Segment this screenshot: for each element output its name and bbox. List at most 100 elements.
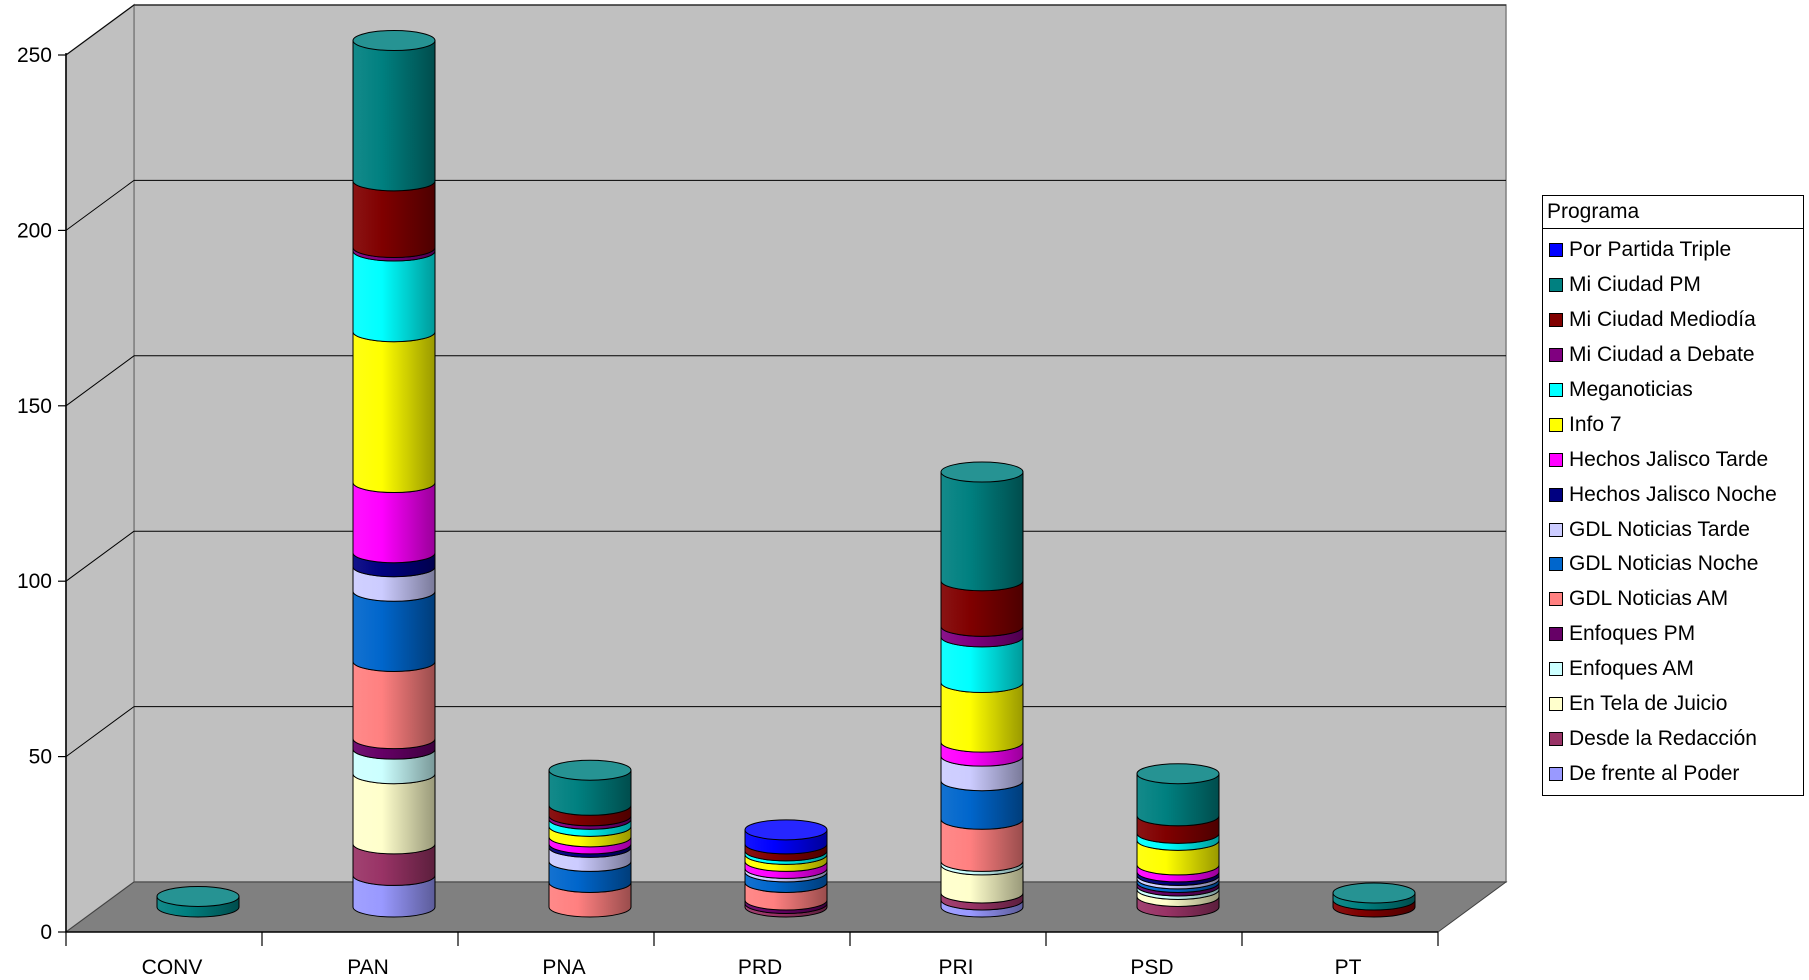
legend-label: Hechos Jalisco Tarde [1569, 447, 1769, 471]
bar-top-cap [156, 885, 240, 907]
legend-item: Mi Ciudad PM [1543, 268, 1803, 303]
bar-segment [352, 843, 436, 886]
legend-swatch [1549, 487, 1563, 502]
bar-segment [548, 769, 632, 816]
y-tick-label: 50 [29, 746, 52, 769]
legend-swatch [1549, 452, 1563, 467]
chart: 0 50 100 150 200 250 CONV PAN PNA PRD PRI PSD PT [17, 3, 1508, 979]
gridline-side [65, 4, 135, 56]
legend-list: Por Partida Triple Mi Ciudad PM Mi Ciudad … [1543, 229, 1803, 795]
legend-label: GDL Noticias Tarde [1569, 517, 1750, 541]
legend-item: Enfoques AM [1543, 652, 1803, 687]
legend-label: Mi Ciudad PM [1569, 273, 1701, 297]
legend-label: Enfoques AM [1569, 657, 1694, 681]
bar-segment [940, 471, 1024, 592]
legend-swatch [1549, 766, 1563, 781]
legend-item: GDL Noticias AM [1543, 582, 1803, 617]
legend-label: GDL Noticias AM [1569, 587, 1729, 611]
legend-swatch [1549, 278, 1563, 293]
bar-stack-pan [352, 30, 436, 918]
bar-stack-pna [548, 759, 632, 918]
x-tick-label: PNA [542, 956, 585, 979]
x-tick-label: CONV [142, 956, 203, 979]
x-tick-label: PAN [347, 956, 389, 979]
legend-item: Info 7 [1543, 407, 1803, 442]
legend-label: Enfoques PM [1569, 622, 1696, 646]
legend-item: GDL Noticias Tarde [1543, 512, 1803, 547]
x-tick-label: PT [1335, 956, 1362, 979]
y-tick-label: 100 [17, 570, 52, 593]
legend-item: Meganoticias [1543, 373, 1803, 408]
bar-stack-prd [744, 819, 828, 918]
bar-top-cap [352, 30, 436, 52]
bars [156, 30, 1416, 918]
x-axis: CONV PAN PNA PRD PRI PSD PT [65, 931, 1439, 979]
bar-stack-conv [156, 885, 240, 918]
legend-item: Desde la Redacción [1543, 721, 1803, 756]
bar-top-cap [744, 819, 828, 841]
bar-top-cap [548, 759, 632, 781]
legend-label: De frente al Poder [1569, 761, 1740, 785]
bar-segment [940, 636, 1024, 693]
bar-segment [1136, 773, 1220, 827]
legend-label: Info 7 [1569, 412, 1622, 436]
legend-item: De frente al Poder [1543, 756, 1803, 791]
bar-stack-pt [1332, 882, 1416, 918]
back-wall [133, 4, 1507, 883]
y-tick-label: 150 [17, 395, 52, 418]
legend-label: Mi Ciudad Mediodía [1569, 308, 1756, 332]
y-tick-label: 200 [17, 219, 52, 242]
gridline-side [65, 179, 135, 231]
x-tick-label: PRI [938, 956, 973, 979]
legend-swatch [1549, 243, 1563, 258]
legend-swatch [1549, 383, 1563, 397]
bar-segment [940, 681, 1024, 753]
legend: Programa Por Partida Triple Mi Ciudad PM M… [1542, 195, 1804, 797]
bar-segment [352, 482, 436, 564]
bar-stack-psd [1136, 763, 1220, 918]
legend-label: Mi Ciudad a Debate [1569, 343, 1755, 367]
bar-segment [940, 818, 1024, 872]
legend-item: GDL Noticias Noche [1543, 547, 1803, 582]
legend-item: Mi Ciudad Mediodía [1543, 303, 1803, 338]
bar-segment [352, 40, 436, 192]
chart-walls [64, 3, 1508, 934]
x-tick-label: PRD [738, 956, 782, 979]
bar-segment [352, 660, 436, 750]
bar-segment [352, 331, 436, 494]
legend-swatch [1549, 313, 1563, 328]
legend-label: Desde la Redacción [1569, 726, 1757, 750]
x-tick-label: PSD [1130, 956, 1173, 979]
legend-item: Por Partida Triple [1543, 233, 1803, 268]
legend-swatch [1549, 417, 1563, 432]
y-axis: 0 50 100 150 200 250 [17, 44, 67, 944]
bar-segment [352, 250, 436, 343]
legend-label: Meganoticias [1569, 378, 1693, 401]
bar-segment [940, 864, 1024, 904]
side-wall [65, 3, 135, 934]
legend-label: En Tela de Juicio [1569, 692, 1728, 716]
legend-swatch [1549, 627, 1563, 642]
gridline-side [65, 706, 135, 758]
bar-segment [352, 590, 436, 672]
legend-item: En Tela de Juicio [1543, 687, 1803, 722]
gridline-side [65, 530, 135, 582]
legend-item: Hechos Jalisco Tarde [1543, 442, 1803, 477]
gridline-side [65, 355, 135, 407]
bar-stack-pri [940, 461, 1024, 918]
bar-segment [940, 780, 1024, 830]
bar-segment [352, 180, 436, 258]
bar-top-cap [940, 461, 1024, 483]
legend-swatch [1549, 557, 1563, 572]
y-tick-label: 0 [40, 921, 52, 944]
bar-segment [352, 773, 436, 855]
bar-top-cap [1332, 882, 1416, 904]
bar-segment [940, 580, 1024, 637]
legend-swatch [1549, 592, 1563, 607]
legend-item: Mi Ciudad a Debate [1543, 338, 1803, 373]
legend-label: Hechos Jalisco Noche [1569, 482, 1777, 506]
legend-swatch [1549, 662, 1563, 677]
legend-item: Hechos Jalisco Noche [1543, 477, 1803, 512]
legend-swatch [1549, 348, 1563, 363]
legend-label: Por Partida Triple [1569, 238, 1732, 262]
